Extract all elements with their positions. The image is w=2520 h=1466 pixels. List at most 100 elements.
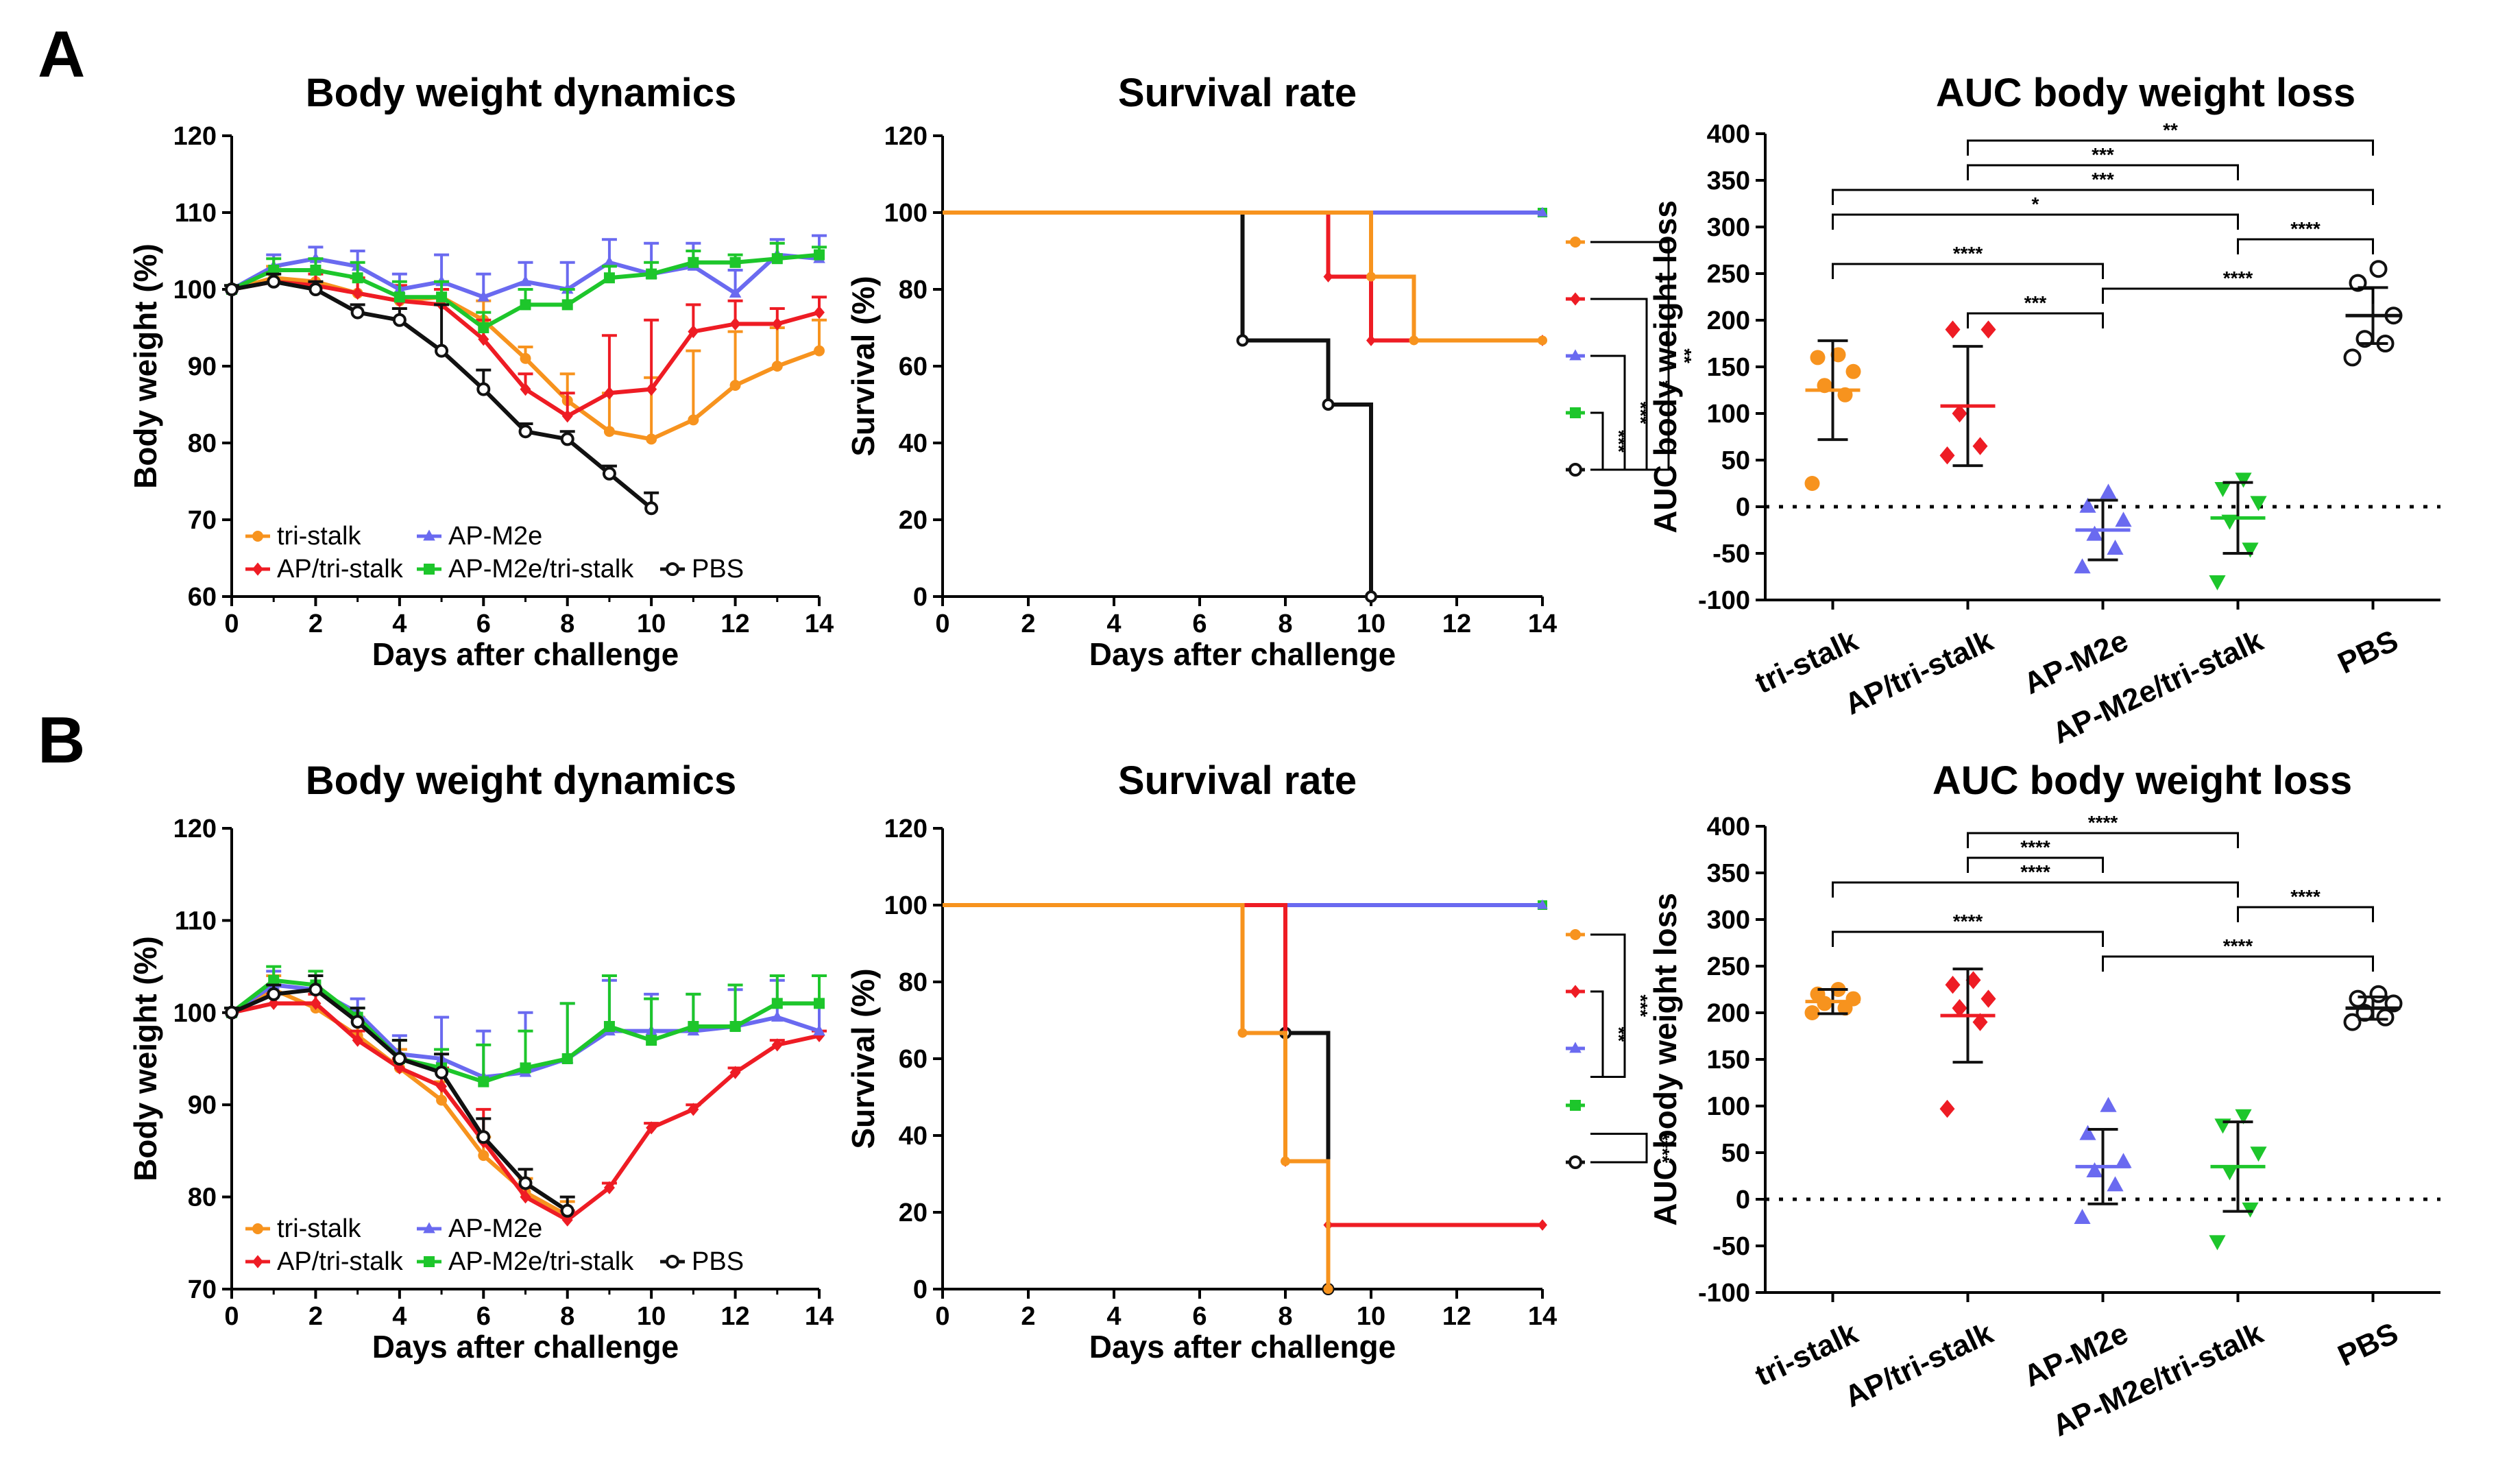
chart-a-auc: -100 -50 0 50 100 150 200 250 300 350 400 AUC body … [1647, 119, 2440, 751]
side-legend-item [1566, 985, 1585, 998]
data-point [771, 317, 783, 331]
data-point [603, 1020, 615, 1032]
data-point [771, 1038, 783, 1052]
censor-mark [1538, 335, 1547, 346]
x-tick-label: 12 [720, 610, 749, 638]
x-tick-label: 2 [1021, 1302, 1035, 1331]
data-point [393, 291, 405, 303]
y-tick-label: 50 [1721, 446, 1750, 475]
data-point [518, 1176, 533, 1190]
significance-label: *** [2024, 292, 2047, 313]
data-point [729, 1020, 741, 1032]
data-point [352, 272, 363, 284]
legend-label: AP-M2e [448, 1214, 542, 1243]
y-tick-label: 110 [175, 906, 217, 935]
legend-item: PBS [660, 1247, 744, 1276]
series-ap-m2e-tri-stalk [224, 965, 827, 1088]
x-tick-label: 10 [1357, 610, 1385, 638]
legend-marker [252, 531, 263, 542]
individual-point [2349, 989, 2367, 1008]
data-point [602, 466, 616, 481]
data-point [267, 274, 281, 289]
y-tick-label: 60 [899, 352, 928, 381]
individual-point [1952, 404, 1967, 423]
y-axis-label: AUC body weight loss [1647, 893, 1683, 1226]
data-point [646, 1121, 657, 1135]
data-point [688, 414, 699, 426]
x-tick-label: 6 [1192, 610, 1207, 638]
x-tick-label: 2 [308, 1302, 323, 1331]
survival-pbs [943, 903, 1335, 1295]
individual-point [1845, 991, 1861, 1007]
legend-marker [666, 562, 679, 576]
individual-point [2250, 1146, 2267, 1162]
side-legend-item [1566, 407, 1585, 418]
censor-mark [1366, 272, 1376, 282]
data-point [436, 1079, 448, 1093]
significance-label: **** [2223, 267, 2253, 289]
bracket-line [1832, 189, 2374, 205]
individual-point [2074, 1209, 2091, 1224]
y-tick-label: 100 [1707, 1092, 1750, 1121]
data-point [350, 1015, 365, 1029]
significance-label: **** [1953, 243, 1983, 264]
data-point [603, 272, 615, 284]
individual-point [1945, 320, 1961, 339]
panel-letter-a: A [38, 18, 85, 91]
group-ap-m2e-tri-stalk [2209, 472, 2267, 590]
data-point [476, 1130, 491, 1144]
individual-point [1939, 446, 1955, 465]
data-point [478, 1076, 489, 1088]
series-line [230, 987, 569, 1213]
x-tick-label: 4 [392, 1302, 407, 1331]
y-tick-label: 350 [1707, 859, 1750, 888]
x-tick-label: 0 [224, 1302, 239, 1331]
data-point [268, 974, 280, 986]
data-point [814, 249, 825, 261]
y-tick-label: 350 [1707, 167, 1750, 195]
side-legend-item [1566, 463, 1585, 477]
bracket-line [1832, 881, 2239, 898]
y-tick-label: 80 [899, 968, 928, 997]
data-point [814, 998, 825, 1009]
data-point [435, 344, 449, 358]
data-point [310, 996, 322, 1010]
survival-tri-stalk [943, 211, 1547, 346]
side-legend-item [1566, 237, 1585, 248]
significance-label: * [2032, 193, 2039, 215]
individual-point [1945, 976, 1961, 994]
chart-title-b-auc: AUC body weight loss [1933, 758, 2352, 803]
data-point [520, 1062, 531, 1074]
significance-label: ** [2163, 119, 2178, 141]
significance-label: *** [2092, 144, 2114, 165]
individual-point [2343, 348, 2362, 367]
significance-label: **** [1652, 1133, 1673, 1163]
y-tick-label: 70 [188, 506, 217, 535]
data-point [436, 291, 448, 303]
side-legend-marker [1570, 1100, 1581, 1111]
group-ap-m2e [2074, 1096, 2132, 1224]
data-point [310, 265, 322, 276]
side-legend-marker [1569, 349, 1582, 361]
y-tick-label: 60 [188, 583, 217, 612]
significance-bracket: *** [1832, 169, 2374, 205]
censor-mark [1323, 1284, 1333, 1294]
x-tick-label: 8 [1278, 1302, 1292, 1331]
side-legend-item [1566, 349, 1585, 361]
x-tick-label: 4 [1106, 610, 1121, 638]
significance-bracket: ** [1967, 119, 2374, 156]
x-axis-label: Days after challenge [372, 636, 679, 672]
category-label: PBS [2333, 1317, 2403, 1373]
data-point [225, 283, 239, 296]
series-pbs [224, 272, 659, 516]
data-point [729, 317, 741, 331]
survival-pbs [943, 211, 1377, 603]
significance-bracket: *** [1590, 933, 1651, 1078]
bracket-line [1590, 1133, 1648, 1164]
legend: tri-stalk AP-M2e AP/tri-stalk AP-M2e/tri-st… [245, 522, 744, 584]
data-point [603, 386, 615, 400]
y-tick-label: 0 [913, 1275, 928, 1304]
legend-marker [423, 529, 435, 541]
bracket-line [2102, 955, 2374, 972]
bracket-line [1590, 933, 1626, 1078]
